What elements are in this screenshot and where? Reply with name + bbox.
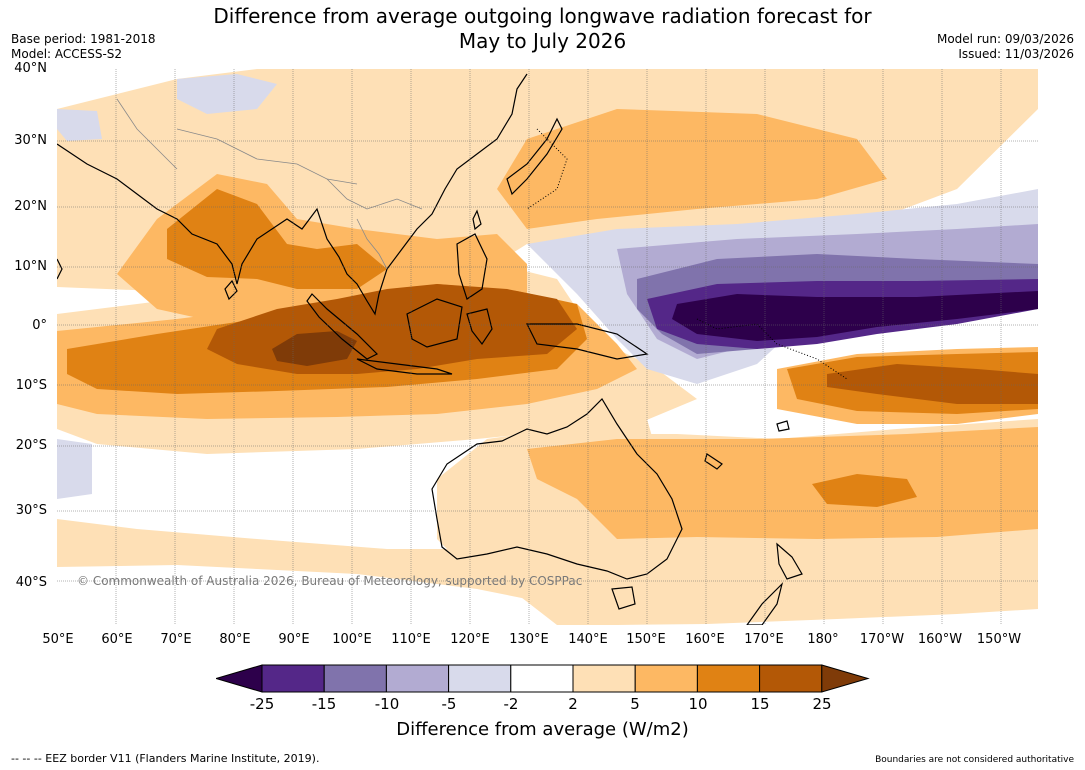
lon-label-130e: 130°E bbox=[509, 632, 549, 647]
colorbar-arrow-min bbox=[216, 664, 263, 693]
new-zealand-south bbox=[746, 582, 784, 625]
colorbar-label: Difference from average (W/m2) bbox=[396, 719, 689, 740]
colorbar-tick-2: 2 bbox=[568, 695, 578, 713]
lon-label-170e: 170°E bbox=[744, 632, 784, 647]
colorbar-swatch-7 bbox=[634, 664, 698, 693]
negative-anomaly-regions bbox=[57, 74, 1038, 499]
colorbar-tick-15: 15 bbox=[750, 695, 770, 713]
lon-label-170w: 170°W bbox=[859, 632, 905, 647]
new-guinea bbox=[526, 323, 649, 360]
eez-japan bbox=[526, 128, 568, 210]
colorbar-tick-10: 10 bbox=[688, 695, 708, 713]
lon-label-70e: 70°E bbox=[160, 632, 192, 647]
eez-attribution: -- -- -- EEZ border V11 (Flanders Marine… bbox=[11, 752, 320, 765]
anomaly-south-indian-neg2 bbox=[57, 439, 92, 499]
sulawesi bbox=[466, 308, 493, 346]
java bbox=[356, 358, 453, 375]
colorbar-swatch-8 bbox=[696, 664, 761, 693]
africa-horn bbox=[57, 258, 63, 280]
colorbar-swatch-2 bbox=[323, 664, 387, 693]
model-run: Model run: 09/03/2026 bbox=[936, 32, 1074, 46]
lon-label-140e: 140°E bbox=[568, 632, 608, 647]
colorbar bbox=[216, 664, 870, 693]
title-line-2: May to July 2026 bbox=[458, 29, 627, 53]
lat-label-20s: 20°S bbox=[15, 438, 47, 453]
chart-title: Difference from average outgoing longwav… bbox=[0, 4, 1085, 54]
country-borders bbox=[116, 98, 423, 270]
philippines bbox=[456, 233, 488, 300]
border-china-south bbox=[326, 178, 423, 210]
anomaly-south-pacific-east-10 bbox=[812, 474, 917, 507]
taiwan bbox=[472, 209, 482, 231]
colorbar-tick-neg2: -2 bbox=[503, 695, 519, 713]
anomaly-map bbox=[57, 69, 1038, 625]
australia bbox=[431, 398, 683, 580]
colorbar-swatch-4 bbox=[448, 664, 512, 693]
colorbar-arrow-max bbox=[821, 664, 870, 693]
lon-label-50e: 50°E bbox=[42, 632, 74, 647]
new-caledonia bbox=[704, 453, 723, 470]
colorbar-swatch-3 bbox=[385, 664, 450, 693]
coastlines bbox=[57, 73, 803, 625]
lat-label-30s: 30°S bbox=[15, 503, 47, 518]
colorbar-tick-5: 5 bbox=[630, 695, 640, 713]
anomaly-china-neg2 bbox=[177, 74, 277, 114]
colorbar-swatch-1 bbox=[261, 664, 325, 693]
sri-lanka bbox=[224, 279, 238, 301]
copyright-notice: © Commonwealth of Australia 2026, Bureau… bbox=[77, 574, 583, 588]
lon-label-100e: 100°E bbox=[332, 632, 372, 647]
meta-right: Model run: 09/03/2026 Issued: 11/03/2026 bbox=[937, 32, 1074, 62]
lon-label-110e: 110°E bbox=[391, 632, 431, 647]
lat-label-10n: 10°N bbox=[14, 259, 47, 274]
lon-label-90e: 90°E bbox=[278, 632, 310, 647]
colorbar-swatch-5 bbox=[510, 664, 574, 693]
asia-coastline bbox=[57, 73, 528, 316]
borneo bbox=[406, 298, 463, 348]
lon-label-160e: 160°E bbox=[685, 632, 725, 647]
colorbar-swatch-6 bbox=[572, 664, 636, 693]
colorbar-tick-25: 25 bbox=[812, 695, 832, 713]
title-line-1: Difference from average outgoing longwav… bbox=[213, 4, 872, 28]
new-zealand-north bbox=[776, 542, 803, 580]
colorbar-tick-neg15: -15 bbox=[311, 695, 337, 713]
lon-label-150e: 150°E bbox=[626, 632, 666, 647]
lat-label-20n: 20°N bbox=[14, 199, 47, 214]
lon-label-60e: 60°E bbox=[101, 632, 133, 647]
lat-label-0: 0° bbox=[32, 318, 47, 333]
anomaly-arabia-neg2 bbox=[57, 109, 102, 141]
eez-borders bbox=[526, 128, 848, 380]
border-indochina bbox=[356, 218, 388, 270]
fiji bbox=[776, 420, 790, 432]
lat-label-10s: 10°S bbox=[15, 378, 47, 393]
colorbar-tick-neg25: -25 bbox=[249, 695, 275, 713]
tasmania bbox=[611, 586, 636, 610]
issued-date: Issued: 11/03/2026 bbox=[958, 47, 1074, 61]
anomaly-south-pacific-15 bbox=[827, 364, 1038, 404]
boundaries-disclaimer: Boundaries are not considered authoritat… bbox=[875, 755, 1074, 765]
border-himalaya bbox=[176, 128, 358, 185]
anomaly-north-pacific-5 bbox=[497, 109, 887, 229]
lon-label-80e: 80°E bbox=[219, 632, 251, 647]
anomaly-india-10 bbox=[167, 189, 387, 289]
lat-label-30n: 30°N bbox=[14, 133, 47, 148]
gridlines bbox=[57, 69, 1038, 625]
lat-label-40n: 40°N bbox=[14, 61, 47, 76]
border-india-pakistan bbox=[116, 98, 178, 170]
eez-pacific-islands bbox=[696, 318, 848, 380]
sumatra bbox=[306, 293, 379, 360]
meta-left: Base period: 1981-2018 Model: ACCESS-S2 bbox=[11, 32, 156, 62]
colorbar-tick-neg10: -10 bbox=[374, 695, 400, 713]
base-period: Base period: 1981-2018 bbox=[11, 32, 156, 46]
lon-label-180: 180° bbox=[807, 632, 839, 647]
anomaly-south-pacific-sub-5 bbox=[527, 427, 1038, 539]
lon-label-150w: 150°W bbox=[976, 632, 1022, 647]
colorbar-swatch-9 bbox=[759, 664, 823, 693]
model-name: Model: ACCESS-S2 bbox=[11, 47, 123, 61]
anomaly-central-pacific-neg25 bbox=[672, 291, 1038, 341]
lon-label-120e: 120°E bbox=[450, 632, 490, 647]
japan bbox=[506, 117, 563, 196]
colorbar-tick-neg5: -5 bbox=[441, 695, 457, 713]
lat-label-40s: 40°S bbox=[15, 575, 47, 590]
lon-label-160w: 160°W bbox=[917, 632, 963, 647]
